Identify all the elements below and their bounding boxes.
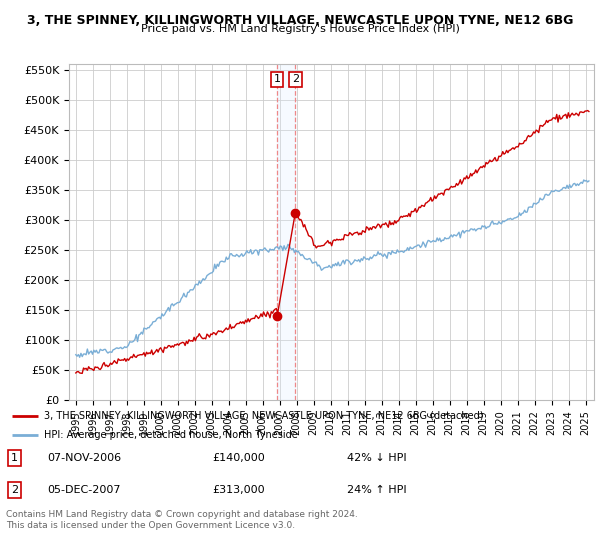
Text: 1: 1 [11, 453, 19, 463]
Text: 05-DEC-2007: 05-DEC-2007 [47, 485, 121, 495]
Text: 42% ↓ HPI: 42% ↓ HPI [347, 453, 407, 463]
Text: Contains HM Land Registry data © Crown copyright and database right 2024.
This d: Contains HM Land Registry data © Crown c… [6, 510, 358, 530]
Text: £313,000: £313,000 [212, 485, 265, 495]
Text: 1: 1 [274, 74, 281, 85]
Text: Price paid vs. HM Land Registry's House Price Index (HPI): Price paid vs. HM Land Registry's House … [140, 24, 460, 34]
Text: 3, THE SPINNEY, KILLINGWORTH VILLAGE, NEWCASTLE UPON TYNE, NE12 6BG (detached): 3, THE SPINNEY, KILLINGWORTH VILLAGE, NE… [44, 410, 484, 421]
Text: HPI: Average price, detached house, North Tyneside: HPI: Average price, detached house, Nort… [44, 430, 298, 440]
Text: 2: 2 [292, 74, 299, 85]
Text: £140,000: £140,000 [212, 453, 265, 463]
Text: 24% ↑ HPI: 24% ↑ HPI [347, 485, 407, 495]
Bar [277, 64, 295, 400]
Text: 3, THE SPINNEY, KILLINGWORTH VILLAGE, NEWCASTLE UPON TYNE, NE12 6BG: 3, THE SPINNEY, KILLINGWORTH VILLAGE, NE… [27, 14, 573, 27]
Text: 2: 2 [11, 485, 19, 495]
Text: 07-NOV-2006: 07-NOV-2006 [47, 453, 121, 463]
